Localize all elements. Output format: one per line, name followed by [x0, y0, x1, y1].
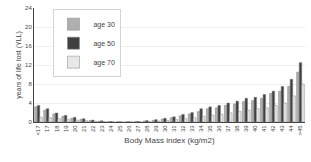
- svg-text:37: 37: [225, 125, 231, 132]
- svg-text:41: 41: [261, 125, 267, 132]
- svg-text:30: 30: [162, 125, 168, 132]
- svg-text:35: 35: [207, 125, 213, 132]
- svg-text:0: 0: [28, 119, 32, 125]
- svg-text:24: 24: [108, 125, 114, 132]
- svg-text:29: 29: [153, 125, 159, 132]
- svg-text:28: 28: [144, 125, 150, 132]
- svg-text:4: 4: [28, 100, 32, 106]
- svg-text:24: 24: [25, 5, 32, 11]
- svg-text:27: 27: [135, 125, 141, 132]
- svg-text:20: 20: [25, 24, 32, 30]
- svg-text:17: 17: [44, 125, 50, 132]
- svg-text:16: 16: [25, 43, 32, 49]
- svg-text:39: 39: [243, 125, 249, 132]
- svg-text:33: 33: [189, 125, 195, 132]
- svg-text:43: 43: [279, 125, 285, 132]
- svg-text:40: 40: [252, 125, 258, 132]
- svg-text:years of life lost (YLL): years of life lost (YLL): [15, 31, 23, 99]
- svg-text:42: 42: [270, 125, 276, 132]
- svg-text:34: 34: [198, 125, 204, 132]
- svg-text:31: 31: [171, 125, 177, 132]
- svg-text:age 30: age 30: [93, 21, 115, 29]
- svg-text:38: 38: [234, 125, 240, 132]
- svg-text:36: 36: [216, 125, 222, 132]
- svg-text:8: 8: [28, 81, 32, 87]
- svg-text:25: 25: [117, 125, 123, 132]
- svg-text:26: 26: [126, 125, 132, 132]
- svg-text:19: 19: [63, 125, 69, 132]
- svg-text:18: 18: [54, 125, 60, 132]
- svg-text:21: 21: [81, 125, 87, 132]
- svg-text:>45: >45: [297, 125, 303, 136]
- svg-text:12: 12: [25, 62, 32, 68]
- svg-text:age 70: age 70: [93, 59, 115, 67]
- svg-text:20: 20: [72, 125, 78, 132]
- svg-text:23: 23: [99, 125, 105, 132]
- svg-text:22: 22: [90, 125, 96, 132]
- svg-text:age 50: age 50: [93, 40, 115, 48]
- svg-text:44: 44: [288, 125, 294, 132]
- svg-text:Body Mass index (kg/m2): Body Mass index (kg/m2): [124, 136, 215, 145]
- svg-text:<17: <17: [35, 125, 41, 136]
- svg-text:32: 32: [180, 125, 186, 132]
